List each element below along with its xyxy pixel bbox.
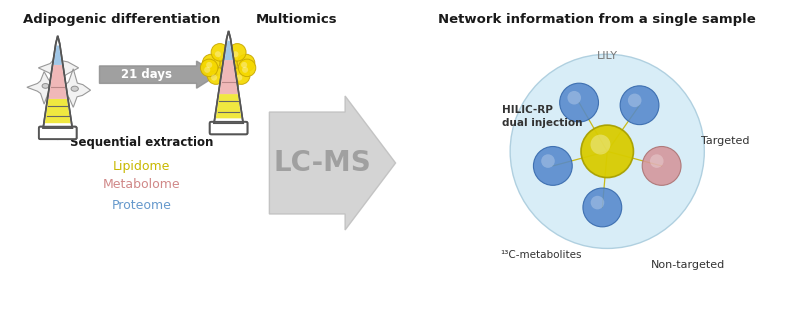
Circle shape <box>206 62 212 68</box>
Text: HILIC-RP
dual injection: HILIC-RP dual injection <box>502 105 583 128</box>
Circle shape <box>642 146 681 185</box>
FancyArrow shape <box>269 96 395 230</box>
Polygon shape <box>53 69 90 107</box>
Polygon shape <box>38 48 78 90</box>
Polygon shape <box>54 46 62 65</box>
Circle shape <box>628 94 642 107</box>
FancyBboxPatch shape <box>210 122 248 134</box>
Polygon shape <box>215 94 242 118</box>
Polygon shape <box>219 60 238 94</box>
Text: Multiomics: Multiomics <box>256 12 337 25</box>
Circle shape <box>236 75 242 81</box>
Circle shape <box>220 56 238 74</box>
Text: Adipogenic differentiation: Adipogenic differentiation <box>23 12 220 25</box>
Circle shape <box>567 91 581 105</box>
Circle shape <box>211 75 217 81</box>
Polygon shape <box>224 41 233 60</box>
Circle shape <box>242 67 248 73</box>
Text: Network information from a single sample: Network information from a single sample <box>438 12 756 25</box>
Circle shape <box>203 54 220 72</box>
Circle shape <box>232 51 238 57</box>
Circle shape <box>208 67 225 84</box>
Circle shape <box>591 196 604 209</box>
Polygon shape <box>48 65 67 99</box>
Circle shape <box>620 86 659 125</box>
Polygon shape <box>43 36 72 128</box>
Ellipse shape <box>71 86 78 91</box>
Text: Proteome: Proteome <box>112 199 171 212</box>
Text: Metabolome: Metabolome <box>102 178 180 191</box>
Circle shape <box>215 51 221 57</box>
Circle shape <box>211 44 229 61</box>
Circle shape <box>650 154 664 168</box>
FancyBboxPatch shape <box>39 126 77 139</box>
Circle shape <box>560 83 599 122</box>
FancyArrow shape <box>53 110 62 140</box>
FancyArrow shape <box>224 102 233 130</box>
Circle shape <box>510 54 704 248</box>
Circle shape <box>204 67 211 73</box>
Ellipse shape <box>42 83 49 88</box>
Circle shape <box>200 59 218 77</box>
Circle shape <box>238 54 255 72</box>
Circle shape <box>221 76 238 93</box>
Circle shape <box>229 44 246 61</box>
FancyArrow shape <box>100 61 218 88</box>
Circle shape <box>238 59 256 77</box>
Polygon shape <box>27 72 59 104</box>
Circle shape <box>581 125 634 178</box>
Circle shape <box>241 62 247 68</box>
Circle shape <box>223 64 230 70</box>
Text: LC-MS: LC-MS <box>274 149 371 177</box>
Circle shape <box>591 135 611 155</box>
Polygon shape <box>45 99 70 123</box>
Circle shape <box>583 188 622 227</box>
Ellipse shape <box>55 63 63 69</box>
Text: Targeted: Targeted <box>702 136 750 146</box>
Circle shape <box>233 67 250 84</box>
Text: ¹³C-metabolites: ¹³C-metabolites <box>501 250 582 260</box>
Polygon shape <box>214 31 243 123</box>
Text: LILY: LILY <box>596 52 618 61</box>
Text: 21 days: 21 days <box>120 68 172 81</box>
Text: Non-targeted: Non-targeted <box>651 260 725 270</box>
Circle shape <box>541 154 554 168</box>
Text: Lipidome: Lipidome <box>112 160 170 173</box>
Text: Sequential extraction: Sequential extraction <box>70 136 213 149</box>
Circle shape <box>225 83 230 89</box>
Circle shape <box>534 146 573 185</box>
